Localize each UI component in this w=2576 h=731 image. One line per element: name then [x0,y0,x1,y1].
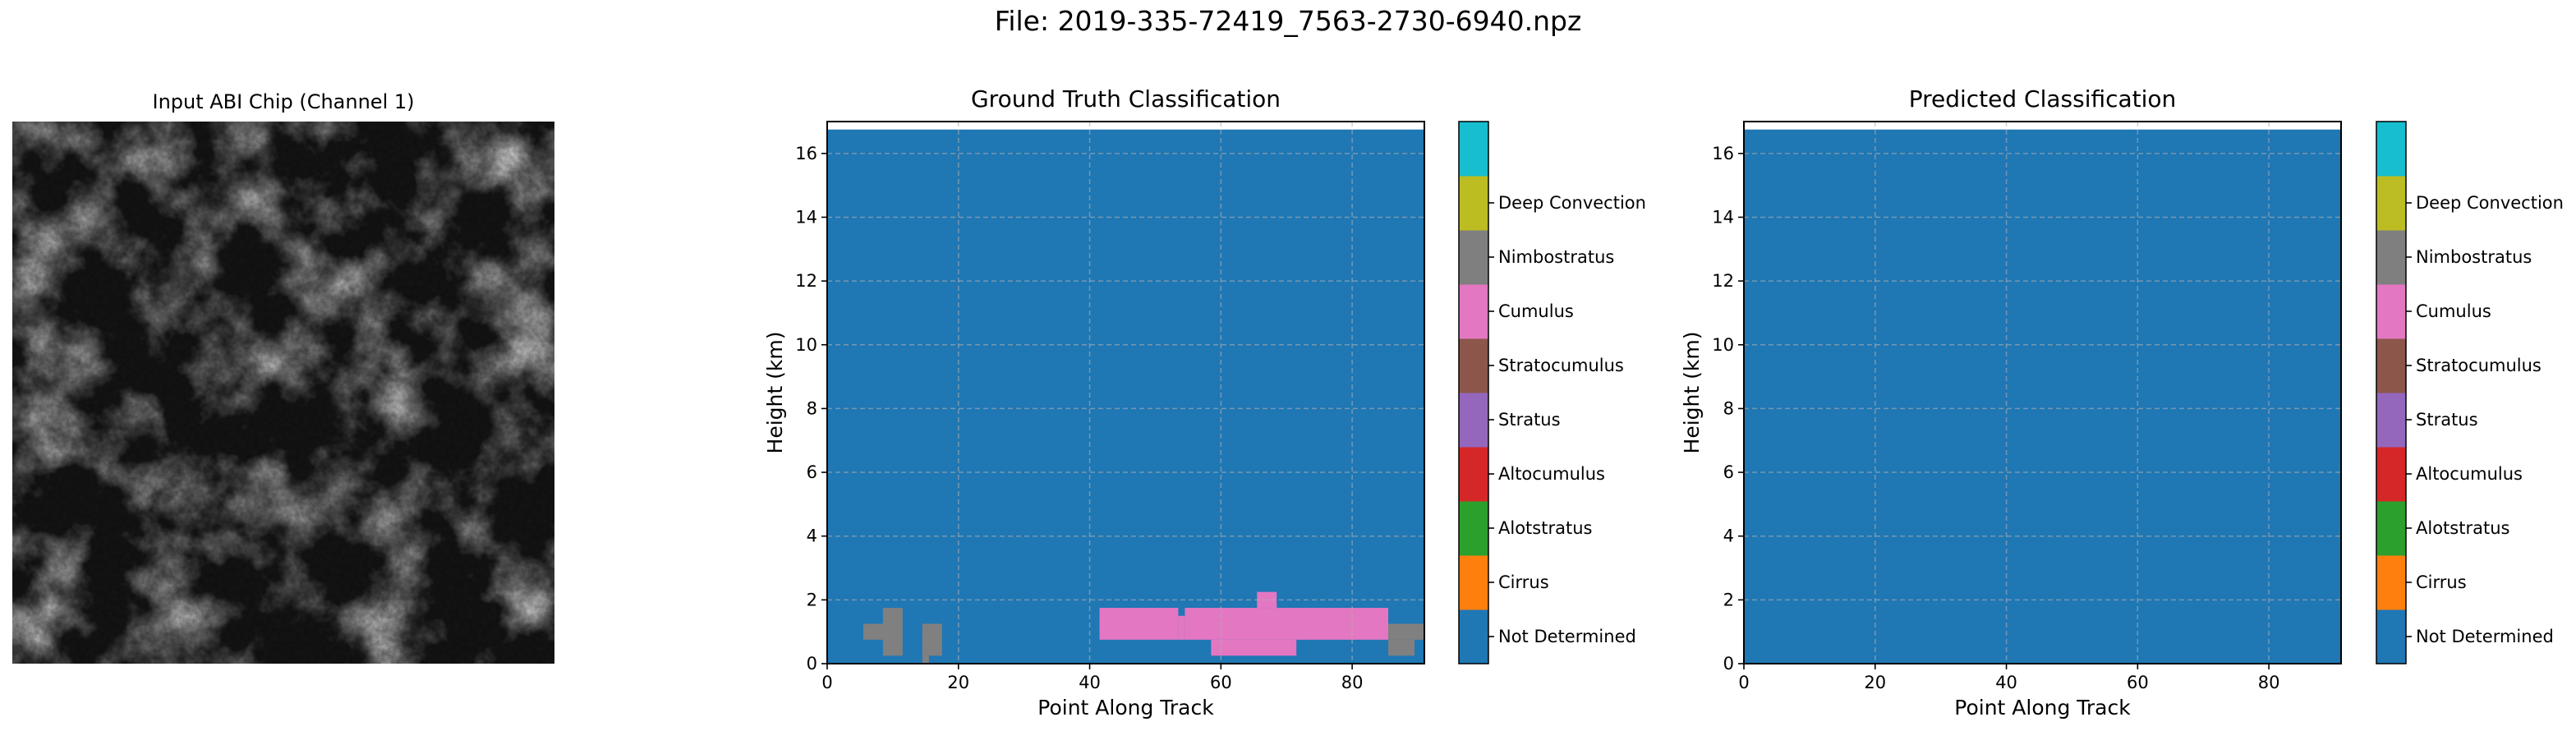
y-tick-label: 16 [795,144,817,163]
x-tick-label: 40 [1079,673,1101,692]
y-tick-label: 4 [807,526,817,546]
colorbar-segment [1459,284,1488,339]
class-region-cumulus [1388,640,1414,655]
class-region-stratocumulus [1211,640,1296,655]
background-class-fill [827,130,1424,664]
class-region-cumulus [922,655,929,664]
class-region-cumulus [922,623,942,655]
y-tick-label: 12 [795,271,817,291]
colorbar-label: Stratocumulus [1498,356,1624,375]
y-tick-label: 14 [795,207,817,227]
colorbar-label: Cumulus [1498,301,1574,321]
colorbar-segment [1459,555,1488,610]
colorbar-segment [1459,609,1488,664]
y-axis-label: Height (km) [763,332,787,454]
class-region-cumulus [883,608,903,623]
x-tick-label: 0 [821,673,832,692]
class-region-cumulus [1388,623,1424,639]
x-tick-label: 80 [1341,673,1364,692]
colorbar-label: Not Determined [1498,627,1636,646]
colorbar-segment [1459,501,1488,556]
colorbar-segment [1459,338,1488,393]
class-region-stratocumulus [1178,616,1184,640]
colorbar-label: Stratus [1498,410,1561,430]
colorbar-label: Cirrus [1498,572,1549,592]
y-tick-label: 0 [807,654,817,674]
colorbar-segment [1459,230,1488,285]
class-region-stratocumulus [1100,608,1179,640]
colorbar-segment [1459,176,1488,231]
colorbar-label: Nimbostratus [1498,247,1614,267]
y-tick-label: 8 [807,398,817,418]
colorbar-segment [1459,447,1488,502]
x-axis-label: Point Along Track [1037,696,1214,720]
colorbar-segment [1459,122,1488,177]
colorbar-segment [1459,393,1488,448]
y-tick-label: 2 [807,590,817,609]
y-tick-label: 6 [807,462,817,482]
x-tick-label: 60 [1210,673,1232,692]
predicted-title: Predicted Classification [1744,85,2341,113]
class-region-cumulus [883,623,903,655]
colorbar-label: Deep Convection [1498,193,1646,213]
y-tick-label: 10 [795,335,817,355]
x-tick-label: 20 [947,673,969,692]
colorbar-label: Altocumulus [1498,464,1605,484]
colorbar-label: Alotstratus [1498,518,1592,538]
class-region-stratocumulus [1184,608,1388,640]
